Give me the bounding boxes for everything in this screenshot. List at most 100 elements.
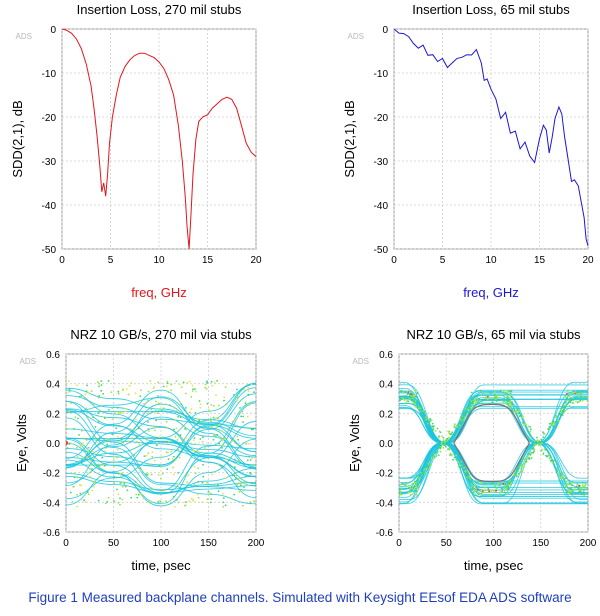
eye-density-dot xyxy=(455,458,458,461)
eye-density-dot xyxy=(495,489,497,492)
eye-density-dot xyxy=(425,466,427,469)
eye-density-dot xyxy=(481,399,483,402)
eye-density-dot xyxy=(139,492,141,495)
eye-density-dot xyxy=(81,443,83,446)
eye-density-dot xyxy=(166,380,169,383)
eye-density-dot xyxy=(186,481,188,484)
eye-density-dot xyxy=(173,505,176,508)
eye-trace xyxy=(66,400,256,491)
eye-density-dot xyxy=(119,497,121,500)
eye-density-dot xyxy=(569,399,572,402)
eye-density-dot xyxy=(107,409,110,411)
eye-density-dot xyxy=(484,391,487,394)
eye-density-dot xyxy=(527,453,529,455)
eye-density-dot xyxy=(154,429,156,432)
eye-density-dot xyxy=(233,474,236,477)
eye-density-dot xyxy=(585,488,588,491)
eye-density-dot xyxy=(472,400,474,403)
eye-density-dot xyxy=(179,401,182,404)
eye-density-dot xyxy=(247,484,250,486)
eye-density-dot xyxy=(203,420,205,423)
eye-density-dot xyxy=(469,404,472,407)
eye-density-dot xyxy=(121,498,124,501)
eye-density-dot xyxy=(411,396,413,399)
eye-density-dot xyxy=(120,472,123,475)
eye-trace xyxy=(66,440,256,466)
eye-density-dot xyxy=(464,416,466,419)
eye-density-dot xyxy=(80,484,83,487)
eye-density-dot xyxy=(91,468,93,470)
eye-density-dot xyxy=(560,408,562,411)
eye-density-dot xyxy=(238,490,241,493)
eye-density-dot xyxy=(405,395,407,397)
eye-density-dot xyxy=(193,483,196,486)
eye-trace xyxy=(66,426,256,485)
eye-density-dot xyxy=(564,406,566,409)
eye-density-dot xyxy=(460,419,462,422)
chart-title: Insertion Loss, 270 mil stubs xyxy=(77,2,242,17)
eye-density-dot xyxy=(218,435,221,438)
y-tick-label: -0.6 xyxy=(376,528,394,539)
eye-density-dot xyxy=(553,459,555,462)
eye-density-dot xyxy=(121,485,124,488)
eye-density-dot xyxy=(83,499,85,502)
eye-density-dot xyxy=(191,384,194,387)
eye-density-dot xyxy=(498,484,501,487)
eye-density-dot xyxy=(576,391,579,394)
eye-density-dot xyxy=(438,435,440,437)
eye-density-dot xyxy=(506,389,509,392)
eye-density-dot xyxy=(130,496,133,499)
eye-density-dot xyxy=(408,390,411,392)
eye-density-dot xyxy=(482,493,484,496)
eye-density-dot xyxy=(435,451,438,454)
eye-density-dot xyxy=(581,390,584,392)
eye-density-dot xyxy=(510,482,512,485)
eye-density-dot xyxy=(78,434,80,436)
eye-density-dot xyxy=(246,415,249,418)
eye-density-dot xyxy=(431,426,433,429)
eye-density-dot xyxy=(172,473,175,476)
eye-trace xyxy=(66,438,256,507)
y-tick-label: 0.6 xyxy=(379,350,393,361)
y-tick-label: -50 xyxy=(42,245,57,256)
eye-density-dot xyxy=(236,435,239,438)
eye-density-dot xyxy=(501,490,503,493)
eye-density-dot xyxy=(412,402,415,404)
eye-density-dot xyxy=(160,465,162,468)
panel-insertion-loss-270: Insertion Loss, 270 mil stubs 0 -10 -20 -30 -… xyxy=(10,2,262,300)
eye-density-dot xyxy=(523,458,526,461)
eye-density-dot xyxy=(82,437,85,440)
eye-density-dot xyxy=(111,418,114,421)
eye-density-dot xyxy=(448,445,451,448)
eye-density-dot xyxy=(568,490,570,493)
x-tick-label: 50 xyxy=(441,538,453,549)
eye-density-dot xyxy=(461,418,464,421)
eye-density-dot xyxy=(423,419,426,422)
chart-title: NRZ 10 GB/s, 65 mil via stubs xyxy=(406,327,581,342)
eye-density-dot xyxy=(566,397,568,399)
eye-density-dot xyxy=(206,402,209,405)
eye-density-dot xyxy=(472,486,474,489)
eye-density-dot xyxy=(195,390,197,393)
eye-trace xyxy=(66,411,256,439)
eye-density-dot xyxy=(517,467,520,470)
eye-density-dot xyxy=(400,390,402,393)
eye-density-dot xyxy=(472,493,474,495)
eye-density-dot xyxy=(416,392,419,395)
eye-density-dot xyxy=(94,480,97,483)
eye-density-dot xyxy=(177,483,180,485)
eye-density-dot xyxy=(442,447,445,449)
eye-density-dot xyxy=(478,491,480,494)
eye-density-dot xyxy=(489,489,492,491)
eye-density-dot xyxy=(193,437,196,439)
eye-density-dot xyxy=(213,381,216,384)
eye-density-dot xyxy=(536,440,539,443)
eye-density-dot xyxy=(87,450,90,452)
eye-density-dot xyxy=(517,470,520,472)
eye-density-dot xyxy=(455,454,458,457)
eye-density-dot xyxy=(234,458,236,461)
eye-density-dot xyxy=(116,406,119,409)
eye-density-dot xyxy=(520,414,523,416)
chart-title: NRZ 10 GB/s, 270 mil via stubs xyxy=(70,327,252,342)
eye-density-dot xyxy=(571,491,574,493)
